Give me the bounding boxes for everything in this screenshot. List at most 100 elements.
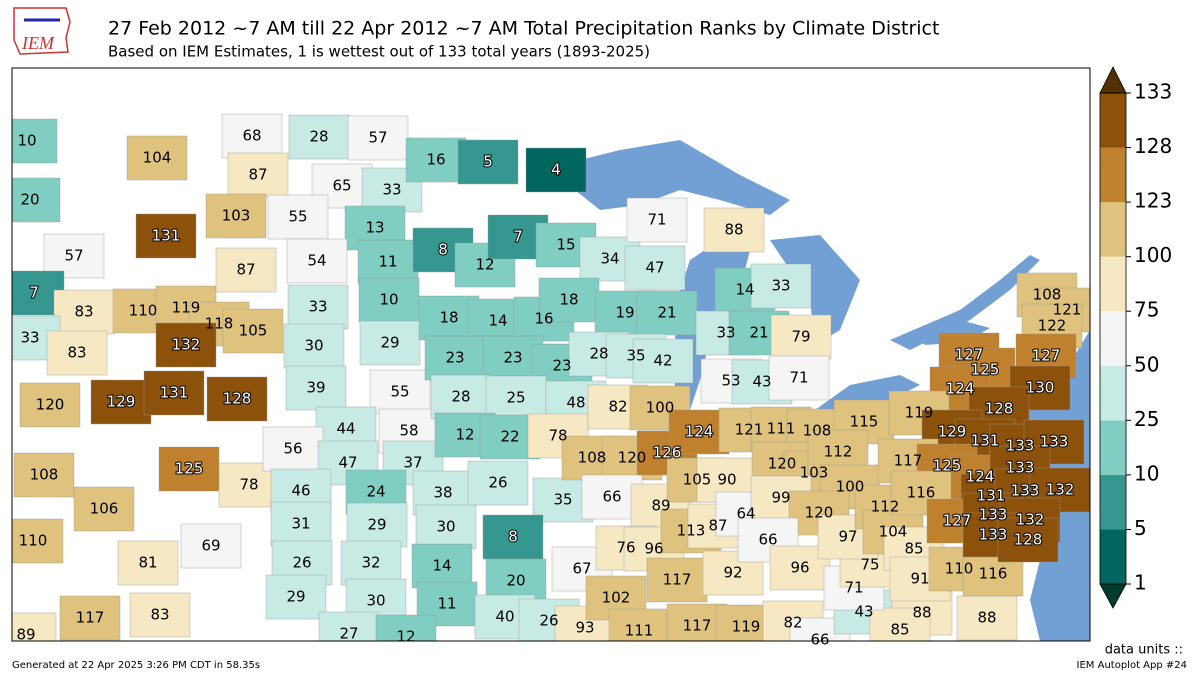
district bbox=[215, 247, 277, 293]
district bbox=[869, 607, 931, 641]
district-label: 131 bbox=[160, 384, 189, 402]
district-label: 111 bbox=[767, 420, 796, 438]
district-label: 79 bbox=[791, 328, 810, 346]
district-label: 21 bbox=[657, 304, 676, 322]
district-label: 47 bbox=[338, 454, 357, 472]
district-label: 127 bbox=[1032, 347, 1061, 365]
district-label: 67 bbox=[572, 560, 591, 578]
district-label: 117 bbox=[894, 452, 923, 470]
district-label: 110 bbox=[129, 302, 158, 320]
district bbox=[12, 118, 58, 164]
district-label: 103 bbox=[800, 464, 829, 482]
district-label: 89 bbox=[16, 626, 35, 644]
district-label: 43 bbox=[854, 603, 873, 621]
district-label: 34 bbox=[600, 250, 619, 268]
district-label: 85 bbox=[904, 540, 923, 558]
colorbar-tick-label: 133 bbox=[1134, 80, 1172, 104]
district-label: 12 bbox=[455, 426, 474, 444]
district-label: 87 bbox=[248, 166, 267, 184]
districts bbox=[12, 113, 1090, 641]
district-label: 14 bbox=[735, 281, 754, 299]
district-label: 82 bbox=[783, 614, 802, 632]
district bbox=[283, 323, 345, 369]
district-label: 88 bbox=[912, 604, 931, 622]
district-label: 102 bbox=[602, 589, 631, 607]
district bbox=[12, 518, 64, 564]
district bbox=[956, 595, 1018, 641]
district bbox=[608, 608, 670, 641]
colorbar-segment bbox=[1100, 420, 1126, 475]
district-label: 33 bbox=[771, 277, 790, 295]
district bbox=[129, 592, 191, 638]
district-label: 82 bbox=[608, 398, 627, 416]
district-label: 19 bbox=[615, 304, 634, 322]
district-label: 78 bbox=[239, 476, 258, 494]
district-label: 29 bbox=[286, 588, 305, 606]
district-label: 43 bbox=[752, 373, 771, 391]
district-label: 120 bbox=[618, 449, 647, 467]
district-label: 23 bbox=[445, 349, 464, 367]
district-label: 28 bbox=[451, 388, 470, 406]
district bbox=[206, 376, 268, 422]
colorbar-segment bbox=[1100, 365, 1126, 421]
district bbox=[265, 574, 327, 620]
district bbox=[467, 460, 529, 506]
lake-superior bbox=[560, 140, 790, 215]
district bbox=[285, 365, 347, 411]
district-label: 108 bbox=[803, 422, 832, 440]
generated-note: Generated at 22 Apr 2025 3:26 PM CDT in … bbox=[12, 660, 260, 671]
district bbox=[143, 370, 205, 416]
lake-ontario bbox=[915, 320, 990, 345]
title: 27 Feb 2012 ~7 AM till 22 Apr 2012 ~7 AM… bbox=[108, 18, 939, 40]
district-label: 71 bbox=[647, 211, 666, 229]
colorbar-over bbox=[1099, 66, 1127, 94]
district-label: 75 bbox=[860, 556, 879, 574]
district-label: 132 bbox=[172, 336, 201, 354]
district-label: 133 bbox=[979, 506, 1008, 524]
colorbar-segment bbox=[1100, 93, 1126, 148]
district-label: 133 bbox=[1011, 482, 1040, 500]
district bbox=[482, 514, 544, 560]
district-label: 132 bbox=[1046, 481, 1075, 499]
district-label: 21 bbox=[749, 324, 768, 342]
district-label: 11 bbox=[437, 595, 456, 613]
district-label: 30 bbox=[436, 518, 455, 536]
district bbox=[525, 147, 587, 193]
district-label: 44 bbox=[336, 420, 355, 438]
district bbox=[359, 320, 421, 366]
district-label: 28 bbox=[309, 128, 328, 146]
district-label: 33 bbox=[308, 298, 327, 316]
district-label: 48 bbox=[566, 394, 585, 412]
district-label: 12 bbox=[396, 628, 415, 646]
district-label: 128 bbox=[985, 400, 1014, 418]
district-label: 14 bbox=[488, 312, 507, 330]
district-label: 108 bbox=[578, 449, 607, 467]
district-label: 5 bbox=[483, 153, 493, 171]
district-label: 119 bbox=[905, 404, 934, 422]
district-label: 20 bbox=[506, 572, 525, 590]
district-label: 124 bbox=[946, 380, 975, 398]
district bbox=[59, 595, 121, 641]
colorbar-tick-label: 1 bbox=[1134, 571, 1147, 595]
district bbox=[180, 523, 242, 569]
district-label: 111 bbox=[625, 622, 654, 640]
district bbox=[53, 289, 115, 335]
district-label: 78 bbox=[548, 427, 567, 445]
district bbox=[12, 177, 61, 223]
district-label: 69 bbox=[201, 537, 220, 555]
district-label: 88 bbox=[977, 609, 996, 627]
district-label: 7 bbox=[513, 228, 523, 246]
district bbox=[415, 504, 477, 550]
district-label: 131 bbox=[152, 227, 181, 245]
district bbox=[73, 486, 135, 532]
district-label: 23 bbox=[552, 357, 571, 375]
district bbox=[286, 238, 348, 284]
district-label: 10 bbox=[379, 291, 398, 309]
district-label: 57 bbox=[64, 247, 83, 265]
colorbar-segment bbox=[1100, 256, 1126, 312]
logo-text: IEM bbox=[21, 33, 55, 53]
district-label: 93 bbox=[575, 619, 594, 637]
district-label: 56 bbox=[283, 440, 302, 458]
district-label: 57 bbox=[368, 129, 387, 147]
